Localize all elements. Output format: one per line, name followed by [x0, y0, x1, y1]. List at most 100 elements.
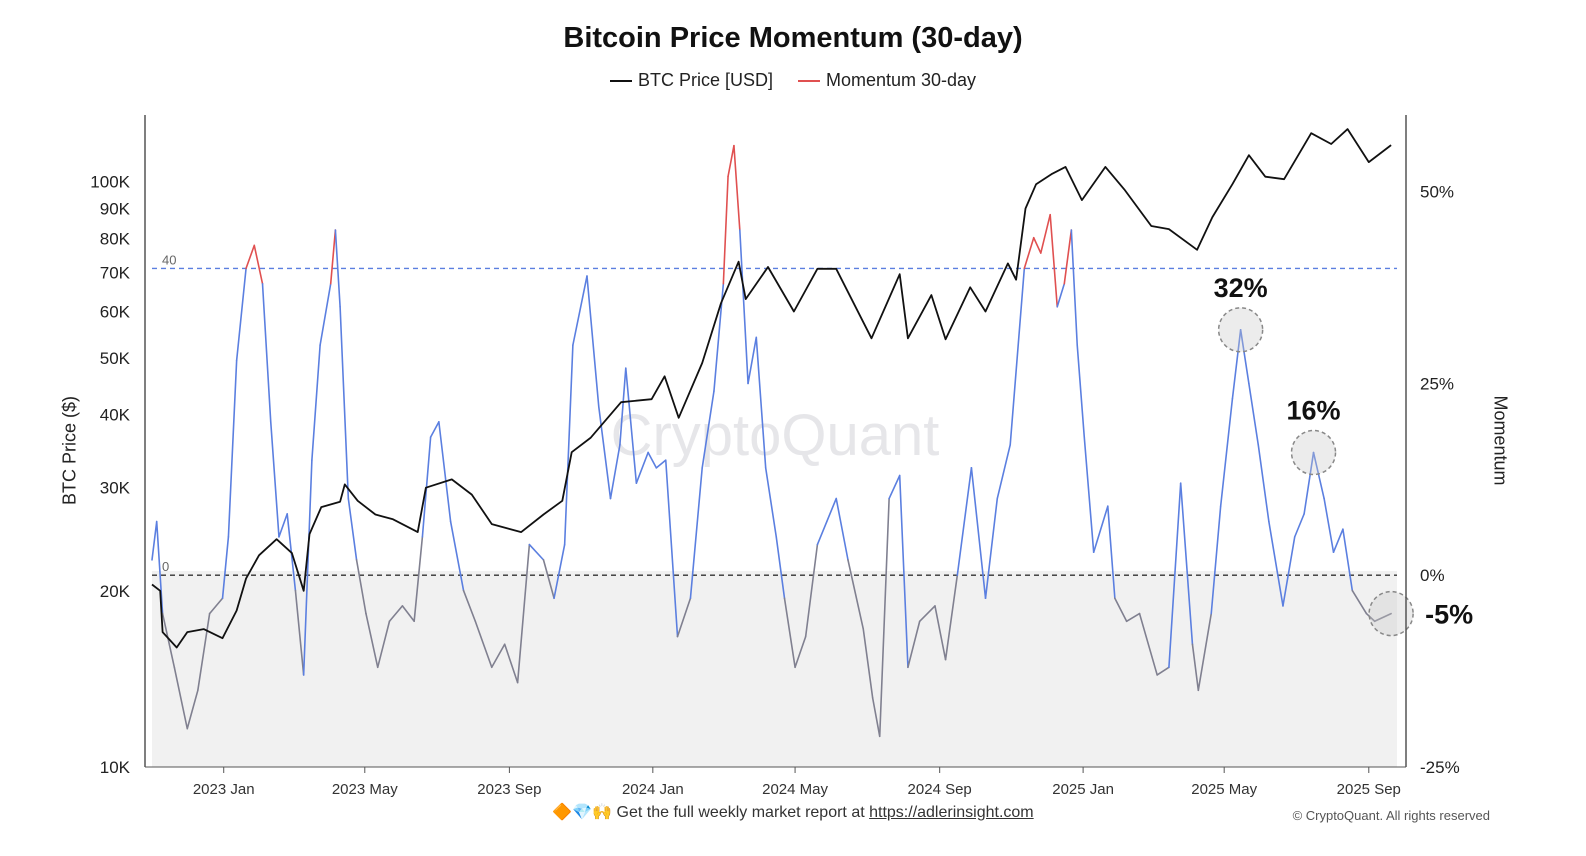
momentum-segment	[1076, 344, 1086, 438]
momentum-segment	[1049, 213, 1059, 308]
momentum-segment	[1373, 612, 1392, 623]
chart-title: Bitcoin Price Momentum (30-day)	[563, 22, 1023, 54]
momentum-segment	[701, 390, 715, 469]
momentum-segment	[871, 697, 881, 738]
momentum-segment	[1063, 229, 1073, 285]
momentum-segment	[490, 643, 506, 669]
momentum-segment	[1257, 444, 1270, 523]
momentum-segment	[186, 689, 199, 730]
momentum-segment	[235, 267, 247, 362]
momentum-segment	[826, 497, 838, 523]
x-axis-ticks: 2023 Jan 2023 May 2023 Sep 2024 Jan 2024 May…	[193, 767, 1401, 798]
x-tick-label: 2025 Jan	[1052, 781, 1114, 798]
right-tick-label: -25%	[1420, 758, 1460, 777]
momentum-segment	[1156, 666, 1170, 676]
momentum-segment	[624, 367, 638, 484]
annotation-label: 16%	[1287, 396, 1341, 426]
momentum-segment	[898, 474, 909, 669]
momentum-segment	[655, 459, 667, 469]
legend-label-momentum: Momentum 30-day	[825, 70, 977, 90]
momentum-segment	[388, 605, 404, 623]
legend-swatch-momentum	[797, 80, 820, 83]
momentum-segment	[804, 543, 819, 638]
momentum-segment	[597, 405, 612, 500]
momentum-segment	[401, 605, 415, 623]
footer-text: 🔶💎🙌 Get the full weekly market report at	[552, 804, 870, 821]
momentum-segment	[1114, 597, 1128, 623]
momentum-segment	[918, 605, 936, 623]
momentum-segment	[635, 451, 649, 484]
momentum-segment	[173, 666, 189, 730]
momentum-segment	[1239, 328, 1250, 385]
price-series	[151, 128, 1392, 649]
momentum-segment	[1303, 451, 1315, 515]
momentum-segment	[528, 543, 545, 561]
reference-label-0: 0	[162, 559, 169, 574]
right-axis-ticks: -25% 0% 25% 50%	[1420, 183, 1460, 777]
x-tick-label: 2024 Jan	[622, 781, 684, 798]
left-tick-label: 70K	[100, 263, 131, 282]
momentum-segment	[227, 359, 238, 538]
momentum-segment	[197, 612, 211, 692]
left-tick-label: 50K	[100, 349, 131, 368]
momentum-segment	[1332, 528, 1344, 554]
momentum-segment	[996, 444, 1012, 500]
momentum-segment	[1056, 282, 1066, 308]
momentum-segment	[984, 497, 999, 600]
momentum-segment	[1009, 267, 1026, 446]
reference-label-40: 40	[162, 252, 176, 267]
momentum-segment	[1125, 612, 1141, 623]
copyright: © CryptoQuant. All rights reserved	[1292, 808, 1490, 823]
momentum-segment	[689, 467, 703, 600]
momentum-segment	[1342, 528, 1354, 592]
momentum-segment	[727, 144, 735, 178]
left-tick-label: 40K	[100, 406, 131, 425]
momentum-segment	[503, 643, 519, 684]
momentum-segment	[747, 336, 758, 385]
momentum-segment	[294, 589, 305, 676]
watermark: CryptoQuant	[611, 403, 940, 468]
momentum-segment	[278, 513, 288, 538]
momentum-segment	[878, 497, 890, 738]
footer-link[interactable]: https://adlerinsight.com	[869, 804, 1034, 821]
left-tick-label: 20K	[100, 582, 131, 601]
momentum-segment	[647, 451, 658, 469]
momentum-segment	[816, 520, 828, 546]
momentum-segment	[347, 497, 358, 561]
x-tick-label: 2024 Sep	[908, 781, 972, 798]
price-line	[151, 128, 1392, 649]
footer: 🔶💎🙌 Get the full weekly market report at…	[0, 802, 1586, 822]
momentum-segment	[1083, 436, 1095, 554]
momentum-segment	[542, 559, 555, 600]
left-tick-label: 100K	[90, 173, 130, 192]
momentum-segment	[1032, 236, 1042, 254]
momentum-segment	[764, 467, 778, 538]
momentum-segment	[208, 597, 224, 615]
momentum-segment	[572, 275, 588, 346]
momentum-segment	[1070, 229, 1079, 346]
momentum-segment	[155, 520, 164, 615]
momentum-segment	[775, 536, 786, 600]
momentum-segment	[586, 275, 600, 408]
momentum-segment	[733, 144, 741, 231]
momentum-segment	[664, 459, 679, 638]
momentum-segment	[1106, 505, 1116, 600]
x-tick-label: 2023 May	[332, 781, 398, 798]
x-tick-label: 2025 Sep	[1337, 781, 1401, 798]
momentum-segment	[1268, 520, 1284, 607]
right-tick-label: 50%	[1420, 183, 1454, 202]
annotations: 32% 16% -5%	[1214, 273, 1473, 637]
left-tick-label: 90K	[100, 199, 131, 218]
negative-region	[152, 571, 1397, 767]
momentum-segment	[862, 628, 874, 699]
annotation-label: -5%	[1425, 600, 1473, 630]
momentum-segment	[847, 559, 865, 630]
momentum-segment	[221, 536, 230, 600]
momentum-segment	[888, 474, 901, 500]
momentum-segment	[311, 344, 321, 461]
left-tick-label: 30K	[100, 479, 131, 498]
x-tick-label: 2025 May	[1191, 781, 1257, 798]
momentum-segment	[553, 543, 566, 600]
momentum-segment	[462, 589, 477, 623]
momentum-segment	[563, 344, 574, 546]
